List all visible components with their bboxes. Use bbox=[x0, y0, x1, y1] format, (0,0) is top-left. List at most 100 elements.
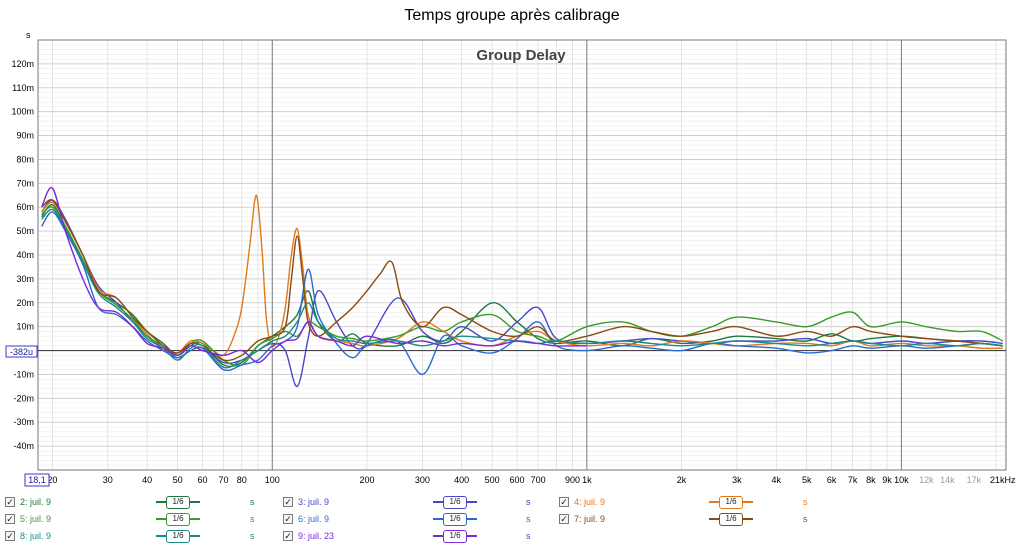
y-tick-label: 70m bbox=[16, 178, 34, 188]
x-tick-label: 12k bbox=[919, 475, 934, 485]
legend-label: 6: juil. 9 bbox=[298, 514, 330, 524]
legend-unit: s bbox=[526, 531, 531, 541]
y-tick-label: 80m bbox=[16, 154, 34, 164]
y-tick-label: 90m bbox=[16, 131, 34, 141]
legend-checkbox[interactable]: ✓ bbox=[283, 514, 293, 524]
series-line-9 bbox=[41, 186, 587, 364]
legend-label: 7: juil. 9 bbox=[574, 514, 606, 524]
legend-label: 8: juil. 9 bbox=[20, 531, 52, 541]
smoothing-button[interactable]: 1/6 bbox=[156, 529, 200, 543]
smoothing-button[interactable]: 1/6 bbox=[433, 529, 477, 543]
legend-unit: s bbox=[250, 497, 255, 507]
x-tick-label: 3k bbox=[732, 475, 742, 485]
legend-item[interactable]: ✓ 3: juil. 9 bbox=[283, 494, 329, 510]
legend-item[interactable]: ✓ 7: juil. 9 bbox=[559, 511, 605, 527]
legend-unit: s bbox=[250, 514, 255, 524]
smoothing-button[interactable]: 1/6 bbox=[709, 495, 753, 509]
x-tick-label: 21kHz bbox=[990, 475, 1016, 485]
x-tick-label: 9k bbox=[882, 475, 892, 485]
x-tick-label: 4k bbox=[771, 475, 781, 485]
x-axis-ticks: 20 30 40 50 60 70 80 100 200 300 400 500 600 700 900 1k… bbox=[47, 475, 1016, 485]
svg-text:18,1: 18,1 bbox=[28, 475, 46, 485]
legend-checkbox[interactable]: ✓ bbox=[283, 531, 293, 541]
x-tick-label: 20 bbox=[47, 475, 57, 485]
legend-label: 4: juil. 9 bbox=[574, 497, 606, 507]
major-grid bbox=[38, 40, 1006, 470]
plot-frame bbox=[37, 39, 1007, 471]
smoothing-label: 1/6 bbox=[166, 529, 190, 543]
x-tick-label: 700 bbox=[531, 475, 546, 485]
group-delay-chart[interactable]: 120m 110m 100m 90m 80m 70m 60m 50m 40m 30m 20m 10m -… bbox=[0, 0, 1024, 492]
smoothing-button[interactable]: 1/6 bbox=[156, 512, 200, 526]
legend-checkbox[interactable]: ✓ bbox=[5, 497, 15, 507]
legend: ✓ 2: juil. 9 1/6 s ✓ 3: juil. 9 1/6 s ✓ 4: juil. … bbox=[0, 492, 1024, 546]
y-tick-label: 20m bbox=[16, 298, 34, 308]
smoothing-label: 1/6 bbox=[166, 495, 190, 509]
y-tick-label: -20m bbox=[13, 393, 34, 403]
x-tick-label: 600 bbox=[510, 475, 525, 485]
legend-checkbox[interactable]: ✓ bbox=[283, 497, 293, 507]
smoothing-label: 1/6 bbox=[443, 529, 467, 543]
smoothing-label: 1/6 bbox=[443, 512, 467, 526]
x-tick-label: 7k bbox=[848, 475, 858, 485]
legend-label: 5: juil. 9 bbox=[20, 514, 52, 524]
legend-unit: s bbox=[803, 514, 808, 524]
x-tick-label: 14k bbox=[940, 475, 955, 485]
x-tick-label: 100 bbox=[265, 475, 280, 485]
legend-item[interactable]: ✓ 4: juil. 9 bbox=[559, 494, 605, 510]
legend-unit: s bbox=[526, 514, 531, 524]
x-tick-label: 10k bbox=[894, 475, 909, 485]
legend-checkbox[interactable]: ✓ bbox=[559, 514, 569, 524]
page-title: Temps groupe après calibrage bbox=[404, 7, 620, 24]
y-tick-label: 40m bbox=[16, 250, 34, 260]
x-tick-label: 60 bbox=[197, 475, 207, 485]
chart-subtitle: Group Delay bbox=[476, 47, 566, 64]
x-tick-label: 900 bbox=[565, 475, 580, 485]
legend-checkbox[interactable]: ✓ bbox=[5, 514, 15, 524]
legend-item[interactable]: ✓ 9: juil. 23 bbox=[283, 528, 334, 544]
y-tick-label: 10m bbox=[16, 322, 34, 332]
cursor-y-readout[interactable]: -382u bbox=[5, 345, 38, 358]
y-axis-unit: s bbox=[26, 30, 31, 40]
y-tick-label: -10m bbox=[13, 369, 34, 379]
y-tick-label: -40m bbox=[13, 441, 34, 451]
series-layer bbox=[41, 186, 1004, 388]
x-tick-label: 8k bbox=[866, 475, 876, 485]
x-tick-label: 200 bbox=[359, 475, 374, 485]
legend-checkbox[interactable]: ✓ bbox=[559, 497, 569, 507]
smoothing-label: 1/6 bbox=[719, 512, 743, 526]
smoothing-button[interactable]: 1/6 bbox=[433, 495, 477, 509]
y-tick-label: 120m bbox=[11, 59, 34, 69]
x-tick-label: 5k bbox=[802, 475, 812, 485]
smoothing-button[interactable]: 1/6 bbox=[156, 495, 200, 509]
y-tick-label: 110m bbox=[12, 83, 34, 93]
smoothing-button[interactable]: 1/6 bbox=[709, 512, 753, 526]
legend-item[interactable]: ✓ 6: juil. 9 bbox=[283, 511, 329, 527]
legend-unit: s bbox=[250, 531, 255, 541]
x-tick-label: 30 bbox=[103, 475, 113, 485]
x-tick-label: 50 bbox=[173, 475, 183, 485]
x-tick-label: 300 bbox=[415, 475, 430, 485]
smoothing-label: 1/6 bbox=[166, 512, 190, 526]
legend-label: 3: juil. 9 bbox=[298, 497, 330, 507]
y-axis-ticks: 120m 110m 100m 90m 80m 70m 60m 50m 40m 30m 20m 10m -… bbox=[11, 59, 34, 451]
x-tick-label: 80 bbox=[237, 475, 247, 485]
y-tick-label: 60m bbox=[16, 202, 34, 212]
legend-checkbox[interactable]: ✓ bbox=[5, 531, 15, 541]
legend-item[interactable]: ✓ 2: juil. 9 bbox=[5, 494, 51, 510]
smoothing-label: 1/6 bbox=[443, 495, 467, 509]
svg-text:-382u: -382u bbox=[10, 347, 33, 357]
legend-item[interactable]: ✓ 5: juil. 9 bbox=[5, 511, 51, 527]
y-tick-label: 50m bbox=[16, 226, 34, 236]
x-tick-label: 40 bbox=[142, 475, 152, 485]
legend-unit: s bbox=[526, 497, 531, 507]
x-tick-label: 2k bbox=[677, 475, 687, 485]
legend-item[interactable]: ✓ 8: juil. 9 bbox=[5, 528, 51, 544]
cursor-x-readout[interactable]: 18,1 bbox=[24, 473, 50, 487]
smoothing-label: 1/6 bbox=[719, 495, 743, 509]
series-line-5 bbox=[41, 206, 1004, 367]
smoothing-button[interactable]: 1/6 bbox=[433, 512, 477, 526]
y-tick-label: -30m bbox=[13, 417, 34, 427]
legend-label: 2: juil. 9 bbox=[20, 497, 52, 507]
x-tick-label: 6k bbox=[827, 475, 837, 485]
